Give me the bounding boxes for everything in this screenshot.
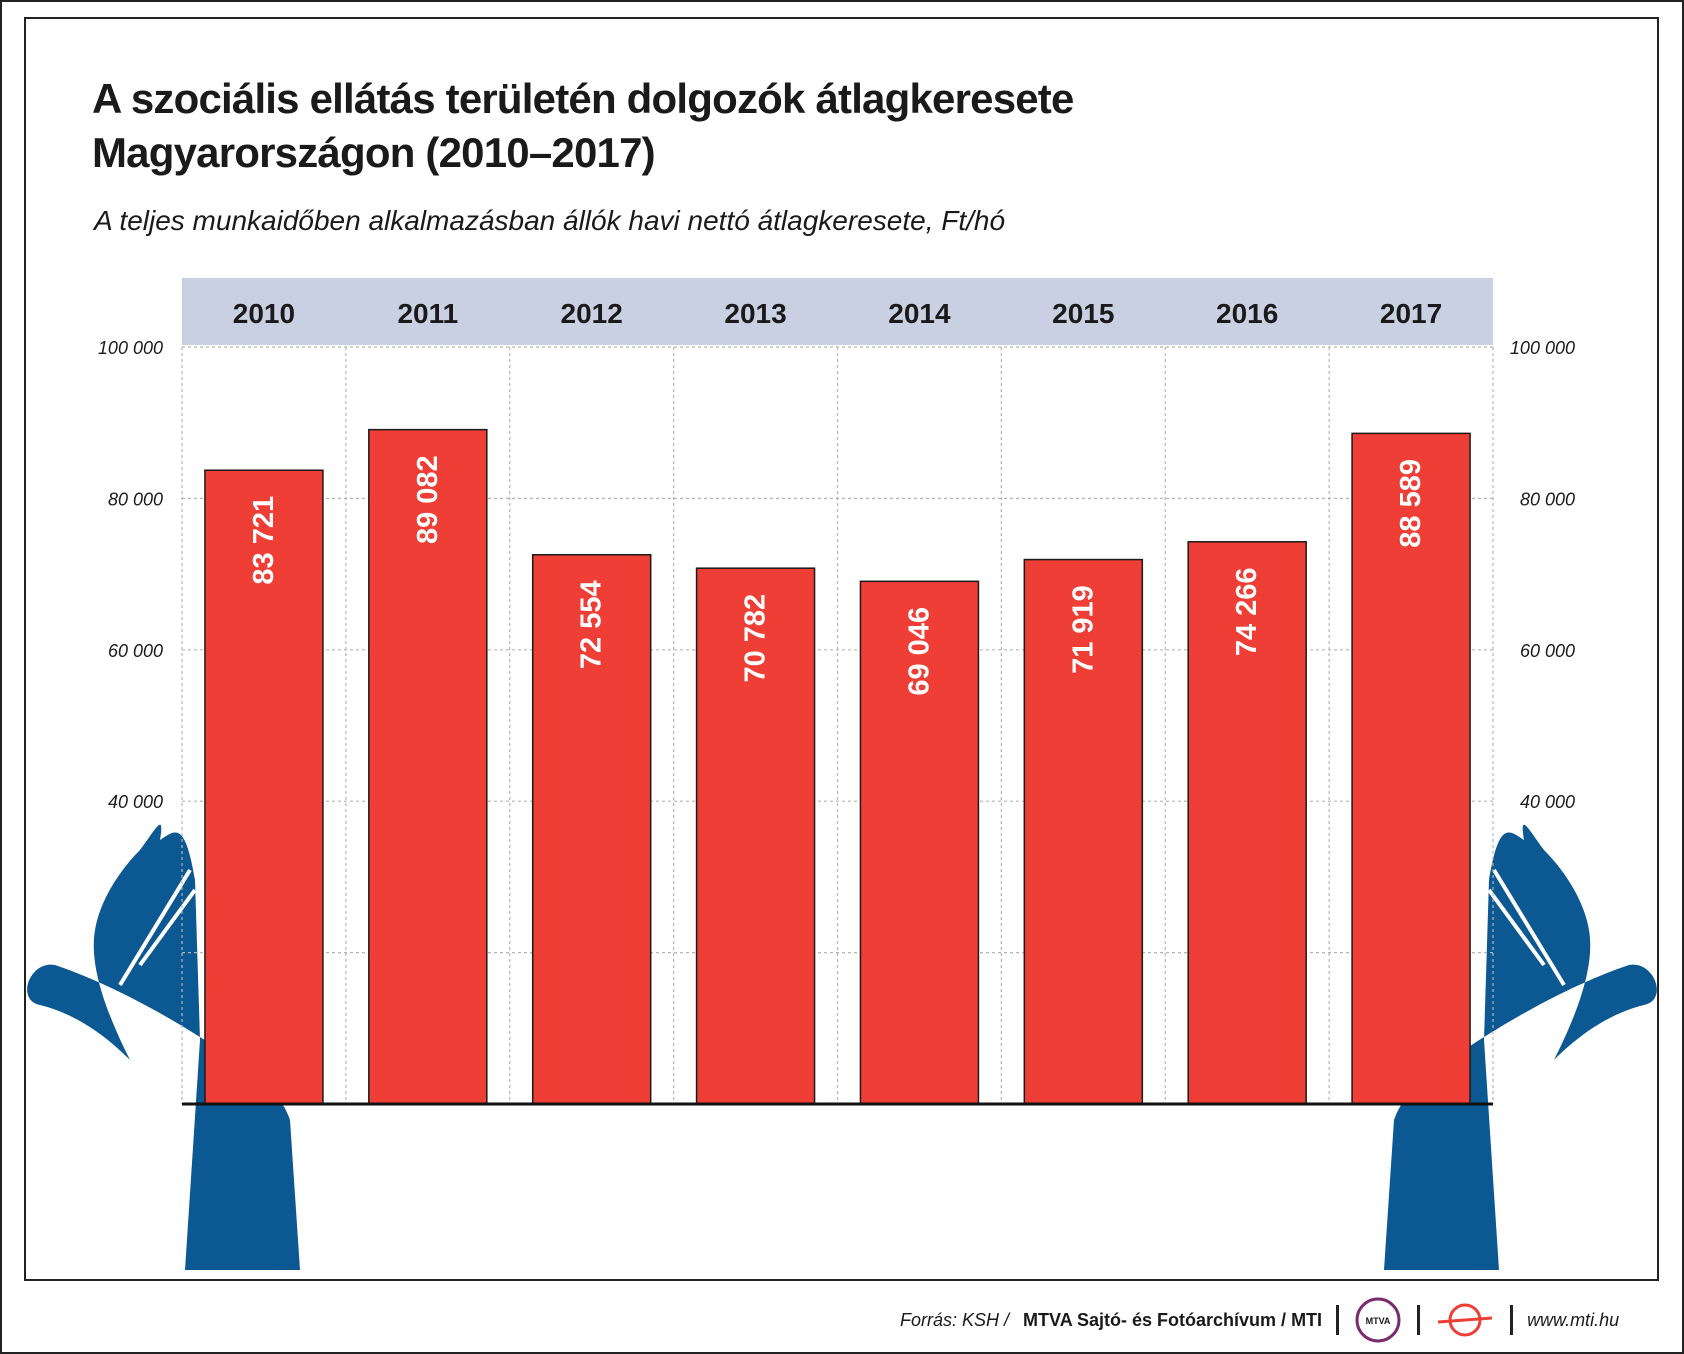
header-band [182,278,1493,345]
footer-separator [1336,1305,1340,1335]
footer-organization: MTVA Sajtó- és Fotóarchívum / MTI [1023,1309,1323,1330]
bar [1351,432,1471,1105]
finger-line [138,888,197,967]
left-hand-icon [27,824,300,1270]
mtva-logo-text: MTVA [1366,1316,1391,1326]
bar [1187,541,1307,1105]
bar-value-label: 70 782 [740,594,772,683]
chart-subtitle: A teljes munkaidőben alkalmazásban állók… [94,205,1006,236]
year-label: 2015 [1052,298,1114,329]
footer-separator [1417,1305,1421,1335]
bar [531,554,652,1105]
bar-value-label: 89 082 [412,455,444,544]
finger-line [118,868,192,987]
footer-source: Forrás: KSH / [900,1309,1010,1330]
mtva-logo: MTVA [1355,1297,1401,1343]
y-tick-label-left: 100 000 [98,338,163,358]
y-tick-label-left: 40 000 [108,792,163,812]
y-tick-label-right: 40 000 [1520,792,1575,812]
y-axis-labels: 40 000 40 000 60 000 60 000 80 000 80 000 100 … [98,338,1575,812]
hands-illustration [27,824,1657,1270]
bar-value-label: 88 589 [1395,459,1427,548]
footer-separator [1510,1305,1514,1335]
chart-title-line-2: Magyarországon (2010–2017) [92,129,656,176]
year-label: 2012 [561,298,623,329]
bar-value-label: 83 721 [248,496,280,585]
bar [859,580,980,1105]
y-tick-label-left: 60 000 [108,641,163,661]
bar-series: 83 721 89 082 72 554 70 782 69 046 71 919 74 2… [182,428,1493,1106]
y-tick-label-right: 60 000 [1520,641,1575,661]
footer: Forrás: KSH / MTVA Sajtó- és Fotóarchívu… [900,1297,1620,1343]
bar-value-label: 72 554 [576,580,608,669]
bar-value-label: 69 046 [903,607,935,696]
year-label: 2011 [397,298,458,329]
finger-line [1492,868,1566,987]
y-tick-label-right: 100 000 [1510,338,1575,358]
bar-value-label: 71 919 [1067,585,1099,674]
bar [1023,558,1144,1105]
y-tick-label-left: 80 000 [108,489,163,509]
year-label: 2014 [888,298,951,329]
chart-title-line-1: A szociális ellátás területén dolgozók á… [92,75,1074,122]
year-label: 2013 [724,298,786,329]
footer-url: www.mti.hu [1527,1309,1620,1330]
year-label: 2010 [233,298,295,329]
year-header-band: 2010 2011 2012 2013 2014 2015 2016 2017 [182,278,1493,345]
bar [204,469,324,1105]
finger-line [1487,888,1546,967]
mti-logo [1437,1303,1493,1337]
y-tick-label-right: 80 000 [1520,489,1575,509]
bar-value-label: 74 266 [1231,567,1263,656]
year-label: 2016 [1216,298,1278,329]
bar [368,428,488,1105]
year-label: 2017 [1380,298,1442,329]
chart-title: A szociális ellátás területén dolgozók á… [92,72,1492,180]
right-hand-icon [1384,824,1657,1270]
